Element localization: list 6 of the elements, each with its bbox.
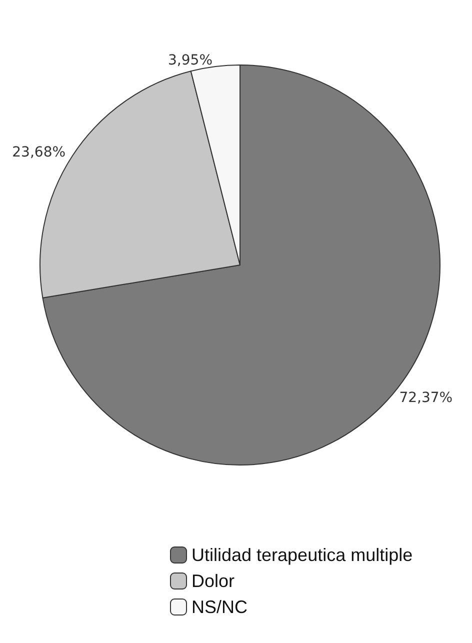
data-label: 3,95% xyxy=(168,52,212,69)
data-label: 23,68% xyxy=(12,144,66,160)
legend-label: Dolor xyxy=(192,571,235,591)
data-label: 72,37% xyxy=(399,390,453,406)
legend-label: Utilidad terapeutica multiple xyxy=(192,545,413,565)
legend-label: NS/NC xyxy=(192,597,248,617)
